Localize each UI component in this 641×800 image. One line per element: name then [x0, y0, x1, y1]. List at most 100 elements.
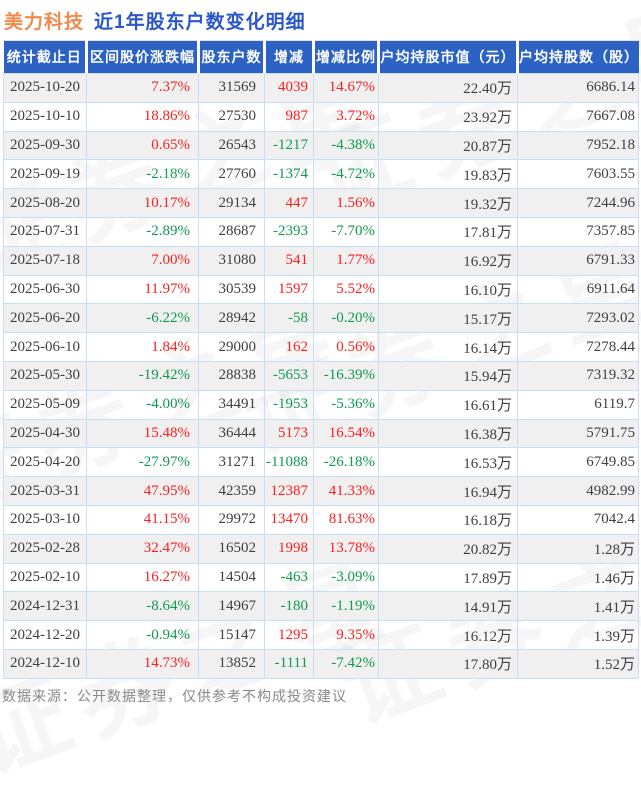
table-row: 2025-04-20 -27.97% 31271 -11088 -26.18% 16.53…	[3, 447, 639, 478]
cell-holders: 28838	[198, 360, 265, 391]
cell-range-change: 11.97%	[86, 274, 199, 305]
cell-delta: 13470	[264, 504, 314, 535]
cell-avg-market-value: 16.14万	[378, 332, 518, 362]
cell-holders: 15147	[198, 620, 265, 650]
cell-delta: -2393	[264, 216, 314, 247]
table-row: 2025-05-09 -4.00% 34491 -1953 -5.36% 16.61万 61…	[3, 389, 639, 420]
cell-delta-pct: -4.72%	[313, 159, 379, 190]
cell-delta: -1374	[264, 159, 314, 190]
table-row: 2025-06-20 -6.22% 28942 -58 -0.20% 15.17万 7293…	[3, 303, 639, 334]
cell-holders: 31569	[198, 73, 265, 103]
cell-range-change: 15.48%	[86, 418, 199, 449]
cell-holders: 27530	[198, 101, 265, 132]
table-row: 2025-02-10 16.27% 14504 -463 -3.09% 17.89万 1.4…	[3, 562, 639, 593]
table-row: 2025-10-20 7.37% 31569 4039 14.67% 22.40万 6686…	[3, 73, 639, 103]
cell-date: 2025-06-30	[3, 274, 87, 305]
cell-delta: 12387	[264, 476, 314, 506]
cell-delta: 4039	[264, 73, 314, 103]
cell-date: 2025-02-28	[3, 533, 87, 564]
cell-avg-market-value: 16.18万	[378, 504, 518, 535]
cell-date: 2025-09-30	[3, 130, 87, 161]
cell-avg-shares: 7042.4	[517, 504, 639, 535]
cell-date: 2025-03-10	[3, 504, 87, 535]
cell-date: 2024-12-31	[3, 591, 87, 622]
cell-delta-pct: -4.38%	[313, 130, 379, 161]
cell-holders: 27760	[198, 159, 265, 190]
table-row: 2025-07-18 7.00% 31080 541 1.77% 16.92万 6791.3…	[3, 245, 639, 276]
cell-delta: -1953	[264, 389, 314, 420]
table-row: 2025-09-19 -2.18% 27760 -1374 -4.72% 19.83万 76…	[3, 159, 639, 190]
cell-delta-pct: 1.56%	[313, 188, 379, 218]
cell-range-change: -2.18%	[86, 159, 199, 190]
cell-date: 2024-12-10	[3, 648, 87, 679]
cell-range-change: -4.00%	[86, 389, 199, 420]
cell-avg-market-value: 23.92万	[378, 101, 518, 132]
cell-delta-pct: 81.63%	[313, 504, 379, 535]
cell-avg-market-value: 15.17万	[378, 303, 518, 334]
cell-avg-market-value: 15.94万	[378, 360, 518, 391]
cell-avg-market-value: 17.80万	[378, 648, 518, 679]
cell-avg-market-value: 16.92万	[378, 245, 518, 276]
cell-holders: 26543	[198, 130, 265, 161]
cell-avg-shares: 1.39万	[517, 620, 639, 650]
cell-date: 2025-02-10	[3, 562, 87, 593]
cell-delta-pct: 41.33%	[313, 476, 379, 506]
cell-range-change: 7.00%	[86, 245, 199, 276]
cell-avg-shares: 7603.55	[517, 159, 639, 190]
cell-date: 2025-04-20	[3, 447, 87, 478]
cell-avg-shares: 7293.02	[517, 303, 639, 334]
cell-avg-shares: 6119.7	[517, 389, 639, 420]
cell-range-change: -27.97%	[86, 447, 199, 478]
cell-delta: 447	[264, 188, 314, 218]
cell-range-change: -8.64%	[86, 591, 199, 622]
holders-table: 统计截止日 区间股价涨跌幅 股东户数 增减 增减比例 户均持股市值（元） 户均持…	[3, 40, 639, 679]
cell-delta-pct: -16.39%	[313, 360, 379, 391]
cell-delta: 1998	[264, 533, 314, 564]
cell-date: 2025-10-20	[3, 73, 87, 103]
cell-avg-market-value: 20.82万	[378, 533, 518, 564]
cell-range-change: -2.89%	[86, 216, 199, 247]
cell-avg-shares: 1.52万	[517, 648, 639, 679]
cell-holders: 31271	[198, 447, 265, 478]
cell-avg-market-value: 20.87万	[378, 130, 518, 161]
source-note: 数据来源：公开数据整理，仅供参考不构成投资建议	[2, 688, 347, 704]
cell-range-change: 18.86%	[86, 101, 199, 132]
cell-avg-market-value: 16.38万	[378, 418, 518, 449]
column-header-range-change: 区间股价涨跌幅	[85, 40, 199, 74]
cell-range-change: 1.84%	[86, 332, 199, 362]
cell-delta: 1597	[264, 274, 314, 305]
column-header-holders: 股东户数	[197, 40, 265, 74]
cell-avg-market-value: 16.10万	[378, 274, 518, 305]
cell-delta-pct: 16.54%	[313, 418, 379, 449]
cell-delta: 987	[264, 101, 314, 132]
cell-delta-pct: -1.19%	[313, 591, 379, 622]
cell-date: 2025-07-31	[3, 216, 87, 247]
column-header-avg-shares: 户均持股数（股）	[516, 40, 639, 74]
page-title: 美力科技 近1年股东户数变化明细	[4, 7, 306, 34]
cell-delta-pct: 14.67%	[313, 73, 379, 103]
cell-avg-market-value: 19.83万	[378, 159, 518, 190]
cell-holders: 42359	[198, 476, 265, 506]
cell-range-change: 7.37%	[86, 73, 199, 103]
cell-avg-shares: 1.46万	[517, 562, 639, 593]
cell-date: 2025-07-18	[3, 245, 87, 276]
cell-delta: -1111	[264, 648, 314, 679]
cell-avg-shares: 6749.85	[517, 447, 639, 478]
cell-avg-market-value: 22.40万	[378, 73, 518, 103]
cell-date: 2025-06-20	[3, 303, 87, 334]
cell-delta-pct: -3.09%	[313, 562, 379, 593]
table-row: 2024-12-31 -8.64% 14967 -180 -1.19% 14.91万 1.4…	[3, 591, 639, 622]
cell-avg-shares: 1.41万	[517, 591, 639, 622]
cell-avg-shares: 7952.18	[517, 130, 639, 161]
table-row: 2024-12-20 -0.94% 15147 1295 9.35% 16.12万 1.39…	[3, 620, 639, 650]
cell-avg-shares: 7319.32	[517, 360, 639, 391]
cell-date: 2025-04-30	[3, 418, 87, 449]
cell-range-change: 14.73%	[86, 648, 199, 679]
cell-avg-market-value: 14.91万	[378, 591, 518, 622]
cell-date: 2025-05-09	[3, 389, 87, 420]
cell-delta-pct: -26.18%	[313, 447, 379, 478]
table-row: 2025-05-30 -19.42% 28838 -5653 -16.39% 15.94万…	[3, 360, 639, 391]
cell-delta-pct: 0.56%	[313, 332, 379, 362]
cell-holders: 16502	[198, 533, 265, 564]
table-row: 2025-09-30 0.65% 26543 -1217 -4.38% 20.87万 795…	[3, 130, 639, 161]
